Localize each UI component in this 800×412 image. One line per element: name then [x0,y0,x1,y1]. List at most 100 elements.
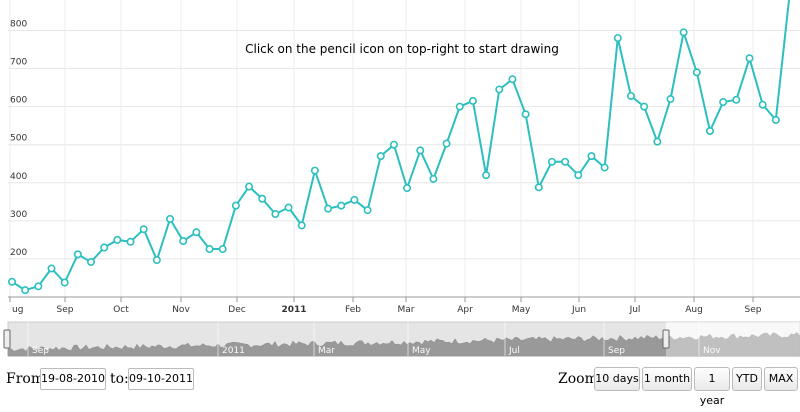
data-point[interactable] [719,98,728,107]
data-point[interactable] [73,250,82,259]
x-axis-ticks: ug Sep Oct Nov Dec 2011 Feb Mar Apr May Jun Jul Aug S… [9,297,762,315]
data-point[interactable] [482,171,491,180]
data-point[interactable] [179,237,188,246]
data-point[interactable] [640,102,649,111]
x-tick-label: Jun [571,305,586,315]
zoom-1-year-button[interactable]: 1 year [694,367,730,407]
navigator-label: Nov [703,346,721,356]
data-point[interactable] [732,95,741,104]
zoom-label: Zoom: [558,371,603,387]
data-point[interactable] [310,166,319,175]
navigator-right-handle[interactable] [662,329,670,349]
to-label: to: [110,371,129,387]
data-point[interactable] [258,194,267,203]
zoom-1-month-button[interactable]: 1 month [642,367,692,391]
data-point[interactable] [758,100,767,109]
data-point[interactable] [21,286,30,295]
data-point[interactable] [60,278,69,287]
zoom-max-button[interactable]: MAX [764,367,798,391]
data-point[interactable] [218,245,227,254]
navigator-selection[interactable] [8,322,666,356]
data-point[interactable] [468,96,477,105]
data-point[interactable] [231,201,240,210]
y-tick-label: 300 [10,210,27,220]
y-tick-label: 800 [10,19,27,29]
x-tick-label: Apr [457,305,473,315]
data-point[interactable] [166,214,175,223]
data-point[interactable] [534,183,543,192]
data-point[interactable] [87,257,96,266]
x-tick-label: Dec [228,305,245,315]
to-date-input[interactable]: 09-10-2011 [128,368,194,390]
navigator[interactable]: Sep 2011 Mar May Jul Sep Nov [3,321,800,357]
data-point[interactable] [403,184,412,193]
data-point[interactable] [376,152,385,161]
x-tick-label: Nov [172,305,190,315]
data-point[interactable] [442,139,451,148]
navigator-label: Mar [318,346,335,356]
data-point[interactable] [692,68,701,77]
data-point[interactable] [271,209,280,218]
data-point[interactable] [297,221,306,230]
navigator-label: May [412,346,431,356]
x-tick-label: Sep [745,305,762,315]
navigator-left-handle[interactable] [3,329,11,349]
data-point[interactable] [152,256,161,265]
data-point[interactable] [587,152,596,161]
navigator-series-area [7,331,800,357]
y-tick-label: 200 [10,248,27,258]
data-point[interactable] [100,243,109,252]
data-point[interactable] [324,204,333,213]
x-tick-label: Oct [113,305,129,315]
navigator-label: Jul [508,346,520,356]
data-point[interactable] [429,174,438,183]
data-point[interactable] [653,137,662,146]
x-tick-label: May [512,305,531,315]
data-point[interactable] [113,235,122,244]
from-date-input[interactable]: 19-08-2010 [40,368,106,390]
data-point[interactable] [455,102,464,111]
data-point[interactable] [495,85,504,94]
navigator-area [7,331,800,357]
data-point[interactable] [139,225,148,234]
data-point[interactable] [8,277,17,286]
data-point[interactable] [389,140,398,149]
stock-chart: 800 700 600 500 400 300 200 ug Sep Oct Nov Dec 2011… [3,0,800,357]
data-point[interactable] [34,282,43,291]
y-tick-label: 700 [10,58,27,68]
data-point[interactable] [613,34,622,43]
data-point[interactable] [679,28,688,37]
data-point[interactable] [574,171,583,180]
data-point[interactable] [561,157,570,166]
data-point[interactable] [205,245,214,254]
navigator-label: Sep [608,346,625,356]
data-point[interactable] [284,203,293,212]
series-points [8,28,780,295]
data-point[interactable] [521,110,530,119]
data-point[interactable] [245,182,254,191]
chart-annotation: Click on the pencil icon on top-right to… [245,42,559,56]
zoom-ytd-button[interactable]: YTD [732,367,762,391]
data-point[interactable] [705,126,714,135]
data-point[interactable] [666,95,675,104]
data-point[interactable] [771,115,780,124]
data-point[interactable] [363,206,372,215]
data-point[interactable] [745,54,754,63]
data-point[interactable] [416,146,425,155]
data-point[interactable] [126,237,135,246]
x-tick-label: Jul [629,305,641,315]
data-point[interactable] [547,157,556,166]
y-tick-label: 500 [10,134,27,144]
zoom-10-days-button[interactable]: 10 days [594,367,640,391]
y-tick-label: 600 [10,96,27,106]
from-label: From: [6,371,49,387]
data-point[interactable] [508,75,517,84]
data-point[interactable] [47,264,56,273]
data-point[interactable] [626,91,635,100]
data-point[interactable] [192,228,201,237]
data-point[interactable] [600,163,609,172]
navigator-label: 2011 [222,346,245,356]
data-point[interactable] [337,201,346,210]
data-point[interactable] [350,195,359,204]
navigator-labels: Sep 2011 Mar May Jul Sep Nov [27,322,721,356]
